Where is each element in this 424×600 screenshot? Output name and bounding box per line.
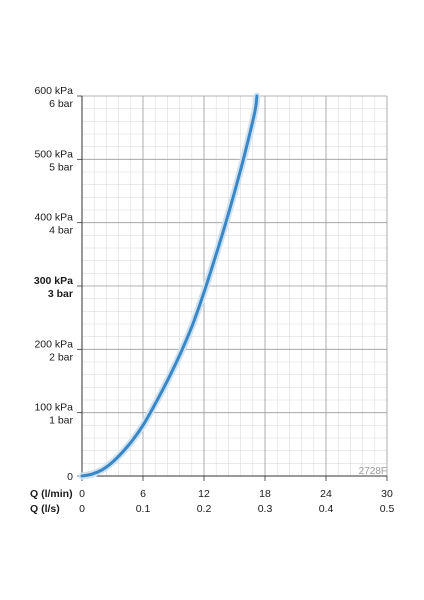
y-tick-label-kpa: 0 (67, 471, 73, 483)
x-tick-label-lps: 0.5 (380, 503, 395, 515)
chart-code: 2728F (359, 466, 387, 477)
x-tick-label-lps: 0.3 (258, 503, 273, 515)
y-tick-label-kpa: 500 kPa (34, 148, 73, 160)
x-tick-label-lps: 0 (79, 503, 85, 515)
y-tick-label-kpa: 300 kPa (34, 275, 73, 287)
x-tick-label-lpm: 24 (320, 488, 332, 500)
pressure-curve (80, 94, 259, 478)
y-tick-label-bar: 3 bar (48, 288, 73, 300)
x-tick-label-lps: 0.2 (197, 503, 212, 515)
x-tick-label-lpm: 12 (198, 488, 210, 500)
curve-layer (78, 92, 261, 480)
y-tick-label-bar: 6 bar (49, 98, 73, 110)
x-tick-label-lpm: 6 (140, 488, 146, 500)
x-tick-label-lps: 0.1 (136, 503, 151, 515)
y-tick-label-bar: 4 bar (49, 225, 73, 237)
x-tick-label-lpm: 18 (259, 488, 271, 500)
y-tick-label-kpa: 600 kPa (34, 85, 73, 97)
major-grid (77, 95, 388, 481)
y-tick-label-bar: 5 bar (49, 161, 73, 173)
x-axis-labels: 0 0 6 0.1 12 0.2 18 0.3 24 0.4 30 0.5 (79, 488, 394, 515)
x-tick-label-lpm: 30 (381, 488, 393, 500)
y-tick-label-kpa: 200 kPa (34, 338, 73, 350)
x-axis-title-lpm: Q (l/min) (30, 488, 73, 500)
y-tick-label-kpa: 100 kPa (34, 402, 73, 414)
y-tick-label-kpa: 400 kPa (34, 212, 73, 224)
x-tick-label-lpm: 0 (79, 488, 85, 500)
x-axis-title-lps: Q (l/s) (30, 503, 60, 515)
y-tick-label-bar: 2 bar (49, 351, 73, 363)
x-tick-label-lps: 0.4 (319, 503, 334, 515)
y-tick-label-bar: 1 bar (49, 415, 73, 427)
